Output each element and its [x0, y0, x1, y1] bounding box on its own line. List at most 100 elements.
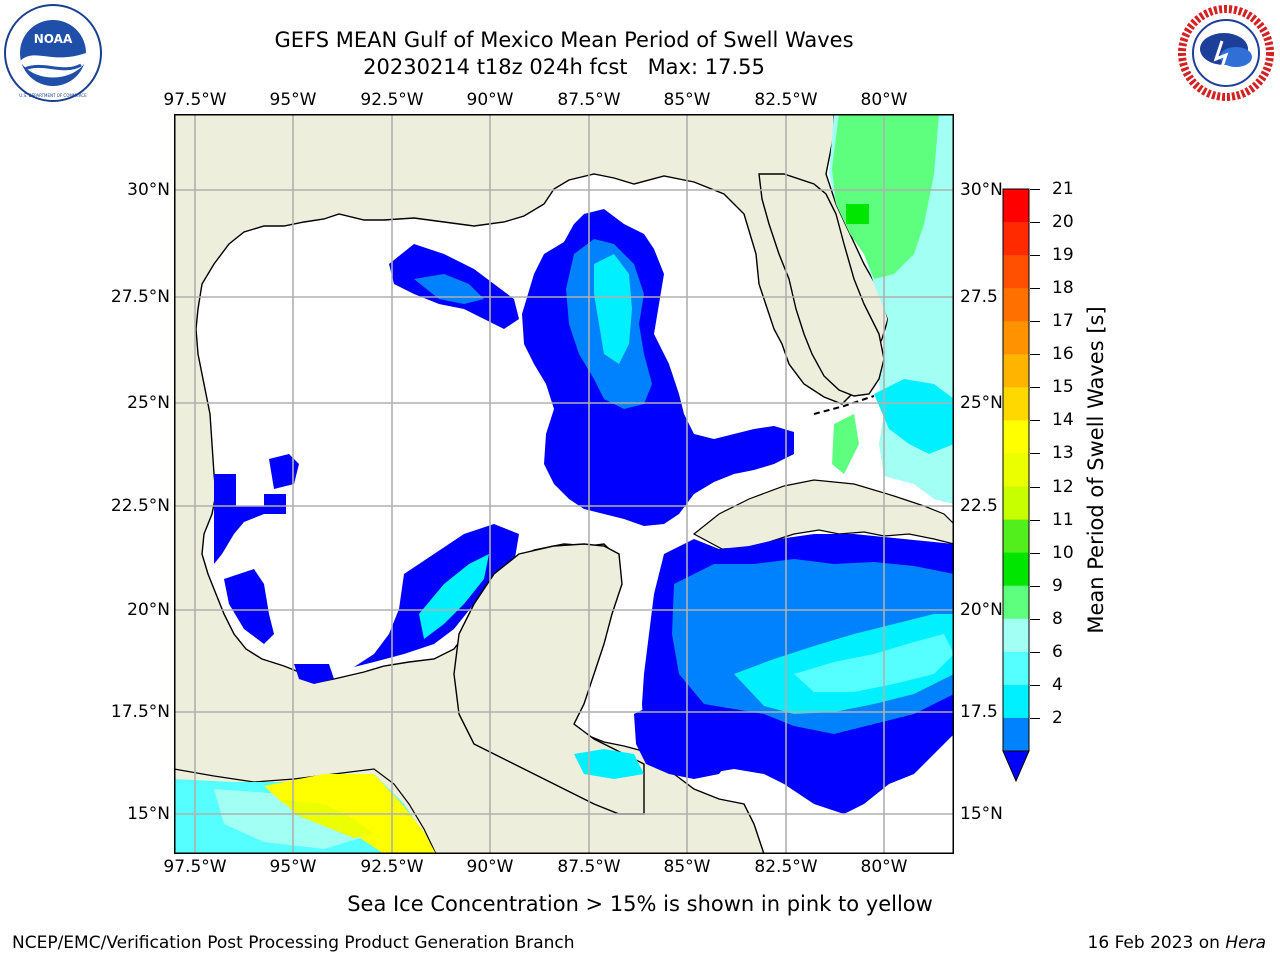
- colorbar-tick-mark: [1030, 222, 1040, 224]
- colorbar-tick-label: 12: [1052, 476, 1074, 497]
- colorbar-tick-mark: [1030, 651, 1040, 653]
- lon-label-bottom: 85°W: [663, 857, 711, 877]
- colorbar-tick-mark: [1030, 519, 1040, 521]
- nws-logo: [1176, 3, 1276, 103]
- footer-date-text: 16 Feb 2023 on: [1087, 933, 1226, 953]
- land-cuba: [692, 479, 954, 550]
- swell-pacific-lime: [284, 800, 374, 838]
- lat-label-right: 15°N: [960, 804, 1003, 824]
- lon-label-top: 82.5°W: [754, 90, 818, 110]
- colorbar-tick-mark: [1030, 453, 1040, 455]
- lat-label-left: 27.5°N: [110, 287, 170, 307]
- colorbar-tick-label: 17: [1052, 311, 1074, 332]
- colorbar-tick-mark: [1030, 717, 1040, 719]
- lon-label-bottom: 87.5°W: [557, 857, 621, 877]
- lat-label-right: 30°N: [960, 180, 1003, 200]
- colorbar-segment: [1003, 486, 1029, 521]
- colorbar-segment: [1003, 651, 1029, 686]
- map-frame: [174, 114, 954, 854]
- lat-label-left: 22.5°N: [110, 496, 170, 516]
- lon-label-bottom: 97.5°W: [163, 857, 227, 877]
- lon-label-bottom: 95°W: [269, 857, 317, 877]
- colorbar-segment: [1003, 453, 1029, 488]
- colorbar-segment: [1003, 420, 1029, 454]
- swell-west-patch-3: [294, 664, 334, 684]
- lat-label-right: 20°N: [960, 600, 1003, 620]
- colorbar-segment: [1003, 288, 1029, 322]
- swell-atlantic-darkgreen: [846, 204, 869, 224]
- colorbar-segment: [1003, 354, 1029, 388]
- map-panel: [174, 114, 954, 854]
- colorbar-tick-mark: [1030, 288, 1040, 290]
- swell-atlantic-green: [832, 114, 939, 279]
- colorbar-segment: [1003, 321, 1029, 355]
- swell-bahamas-green: [832, 414, 859, 474]
- lon-label-bottom: 82.5°W: [754, 857, 818, 877]
- colorbar-tick-label: 6: [1052, 641, 1063, 662]
- colorbar-tick-label: 11: [1052, 509, 1074, 530]
- map-gridlines: [174, 114, 954, 854]
- colorbar-segment: [1003, 255, 1029, 289]
- lon-label-bottom: 80°W: [860, 857, 908, 877]
- colorbar-segment: [1003, 387, 1029, 421]
- colorbar-tick-mark: [1030, 618, 1040, 620]
- colorbar-tick-mark: [1030, 552, 1040, 554]
- colorbar-tick-label: 16: [1052, 344, 1074, 365]
- footer-branch: NCEP/EMC/Verification Post Processing Pr…: [12, 933, 575, 953]
- colorbar-tick-mark: [1030, 255, 1040, 257]
- lon-label-top: 95°W: [269, 90, 317, 110]
- colorbar-tick-mark: [1030, 189, 1040, 190]
- colorbar-tick-label: 4: [1052, 674, 1063, 695]
- svg-text:NOAA: NOAA: [34, 32, 73, 46]
- swell-mexico-coast-mid: [419, 554, 489, 639]
- lon-label-top: 87.5°W: [557, 90, 621, 110]
- lat-label-left: 30°N: [127, 180, 170, 200]
- chart-subtitle-run: 20230214 t18z 024h fcst Max: 17.55: [363, 55, 765, 79]
- colorbar-tick-label: 21: [1052, 179, 1074, 199]
- lat-label-left: 25°N: [127, 393, 170, 413]
- lat-label-left: 17.5°N: [110, 702, 170, 722]
- swell-yucatan-cyan: [574, 749, 644, 779]
- swell-gulf-cyan: [594, 254, 632, 364]
- colorbar-tick-label: 13: [1052, 443, 1074, 464]
- colorbar-tick-mark: [1030, 585, 1040, 587]
- footer-date: 16 Feb 2023 on Hera: [1088, 932, 1266, 954]
- chart-title: GEFS MEAN Gulf of Mexico Mean Period of …: [274, 28, 854, 52]
- colorbar-tick-mark: [1030, 354, 1040, 356]
- colorbar-tick-label: 8: [1052, 608, 1063, 629]
- lon-label-bottom: 90°W: [466, 857, 514, 877]
- lon-label-top: 80°W: [860, 90, 908, 110]
- colorbar-segment: [1003, 717, 1029, 752]
- colorbar-tick-mark: [1030, 420, 1040, 422]
- colorbar-segment: [1003, 222, 1029, 256]
- lon-label-bottom: 92.5°W: [360, 857, 424, 877]
- colorbar-segment: [1003, 552, 1029, 587]
- swell-caribbean-light: [794, 634, 954, 692]
- lat-label-left: 20°N: [127, 600, 170, 620]
- land-keys: [813, 395, 875, 415]
- lat-label-left: 15°N: [127, 804, 170, 824]
- colorbar: [1002, 188, 1036, 783]
- lat-label-right: 25°N: [960, 393, 1003, 413]
- colorbar-tick-label: 2: [1052, 707, 1063, 728]
- lon-label-top: 90°W: [466, 90, 514, 110]
- colorbar-tick-mark: [1030, 684, 1040, 686]
- footer-machine: Hera: [1225, 933, 1266, 953]
- swell-yucatan-blue: [634, 704, 734, 779]
- noaa-logo: NOAA U.S. DEPARTMENT OF COMMERCE: [3, 3, 103, 103]
- colorbar-tick-label: 9: [1052, 575, 1063, 596]
- colorbar-tick-label: 18: [1052, 278, 1074, 299]
- colorbar-segment: [1003, 618, 1029, 653]
- lat-label-right: 22.5: [960, 496, 998, 516]
- lon-label-top: 97.5°W: [163, 90, 227, 110]
- colorbar-underflow-arrow: [1002, 750, 1030, 783]
- colorbar-tick-label: 19: [1052, 245, 1074, 266]
- colorbar-segment: [1003, 519, 1029, 554]
- lat-label-right: 27.5: [960, 287, 998, 307]
- colorbar-tick-label: 15: [1052, 377, 1074, 398]
- colorbar-segment: [1003, 585, 1029, 620]
- lon-label-top: 92.5°W: [360, 90, 424, 110]
- colorbar-tick-mark: [1030, 486, 1040, 488]
- lon-label-top: 85°W: [663, 90, 711, 110]
- lat-label-right: 17.5: [960, 702, 998, 722]
